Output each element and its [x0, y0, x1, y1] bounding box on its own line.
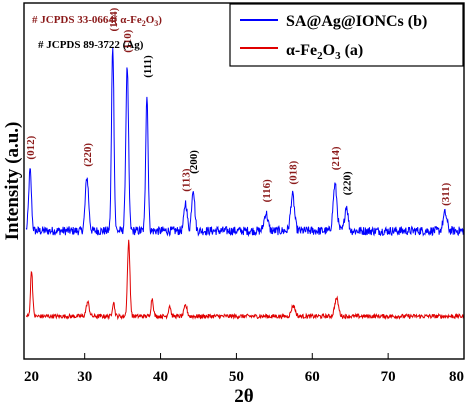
- x-tick-label: 50: [229, 369, 244, 385]
- peak-label: (113): [181, 168, 193, 192]
- annotation-jcpds-fe2o3: # JCPDS 33-0664( α-Fe2O3): [32, 14, 162, 28]
- legend-label-sa-ag-ionc: SA@Ag@IONCs (b): [286, 13, 427, 30]
- x-axis-ticks: 20 30 40 50 60 70 80: [23, 353, 465, 385]
- x-tick-label: 40: [153, 369, 168, 385]
- x-tick-label: 20: [24, 369, 39, 385]
- peak-label: (018): [288, 160, 300, 184]
- peak-label: (116): [261, 179, 273, 203]
- peak-label: (104): [108, 7, 120, 31]
- peak-label: (111): [142, 55, 154, 78]
- legend: SA@Ag@IONCs (b) α-Fe2O3 (a): [229, 3, 464, 67]
- y-axis-title: Intensity (a.u.): [2, 122, 23, 241]
- x-tick-label: 80: [449, 369, 464, 385]
- legend-box: [229, 3, 464, 67]
- series-line-alpha-fe2o3: [25, 239, 465, 321]
- peak-label: (012): [25, 135, 37, 159]
- x-tick-label: 70: [381, 369, 396, 385]
- annotation-jcpds-ag: # JCPDS 89-3722 (Ag): [38, 39, 144, 51]
- peak-label: (311): [440, 182, 452, 206]
- peak-label: (220): [341, 171, 353, 195]
- series-line-sa-ag-ionc: [25, 47, 465, 238]
- peak-label: (200): [188, 150, 200, 174]
- x-axis-title: 2θ: [234, 386, 254, 407]
- x-tick-label: 60: [305, 369, 320, 385]
- plot-frame: [23, 2, 465, 360]
- peak-label: (220): [82, 143, 94, 167]
- legend-label-alpha-fe2o3: α-Fe2O3 (a): [286, 42, 363, 62]
- peak-label: (110): [122, 29, 134, 53]
- peak-label: (214): [330, 146, 342, 170]
- x-tick-label: 30: [77, 369, 92, 385]
- plot-area: [25, 47, 465, 321]
- peak-labels: (012) (220) (104)(110) (111) (113)(200) (116)…: [25, 7, 452, 206]
